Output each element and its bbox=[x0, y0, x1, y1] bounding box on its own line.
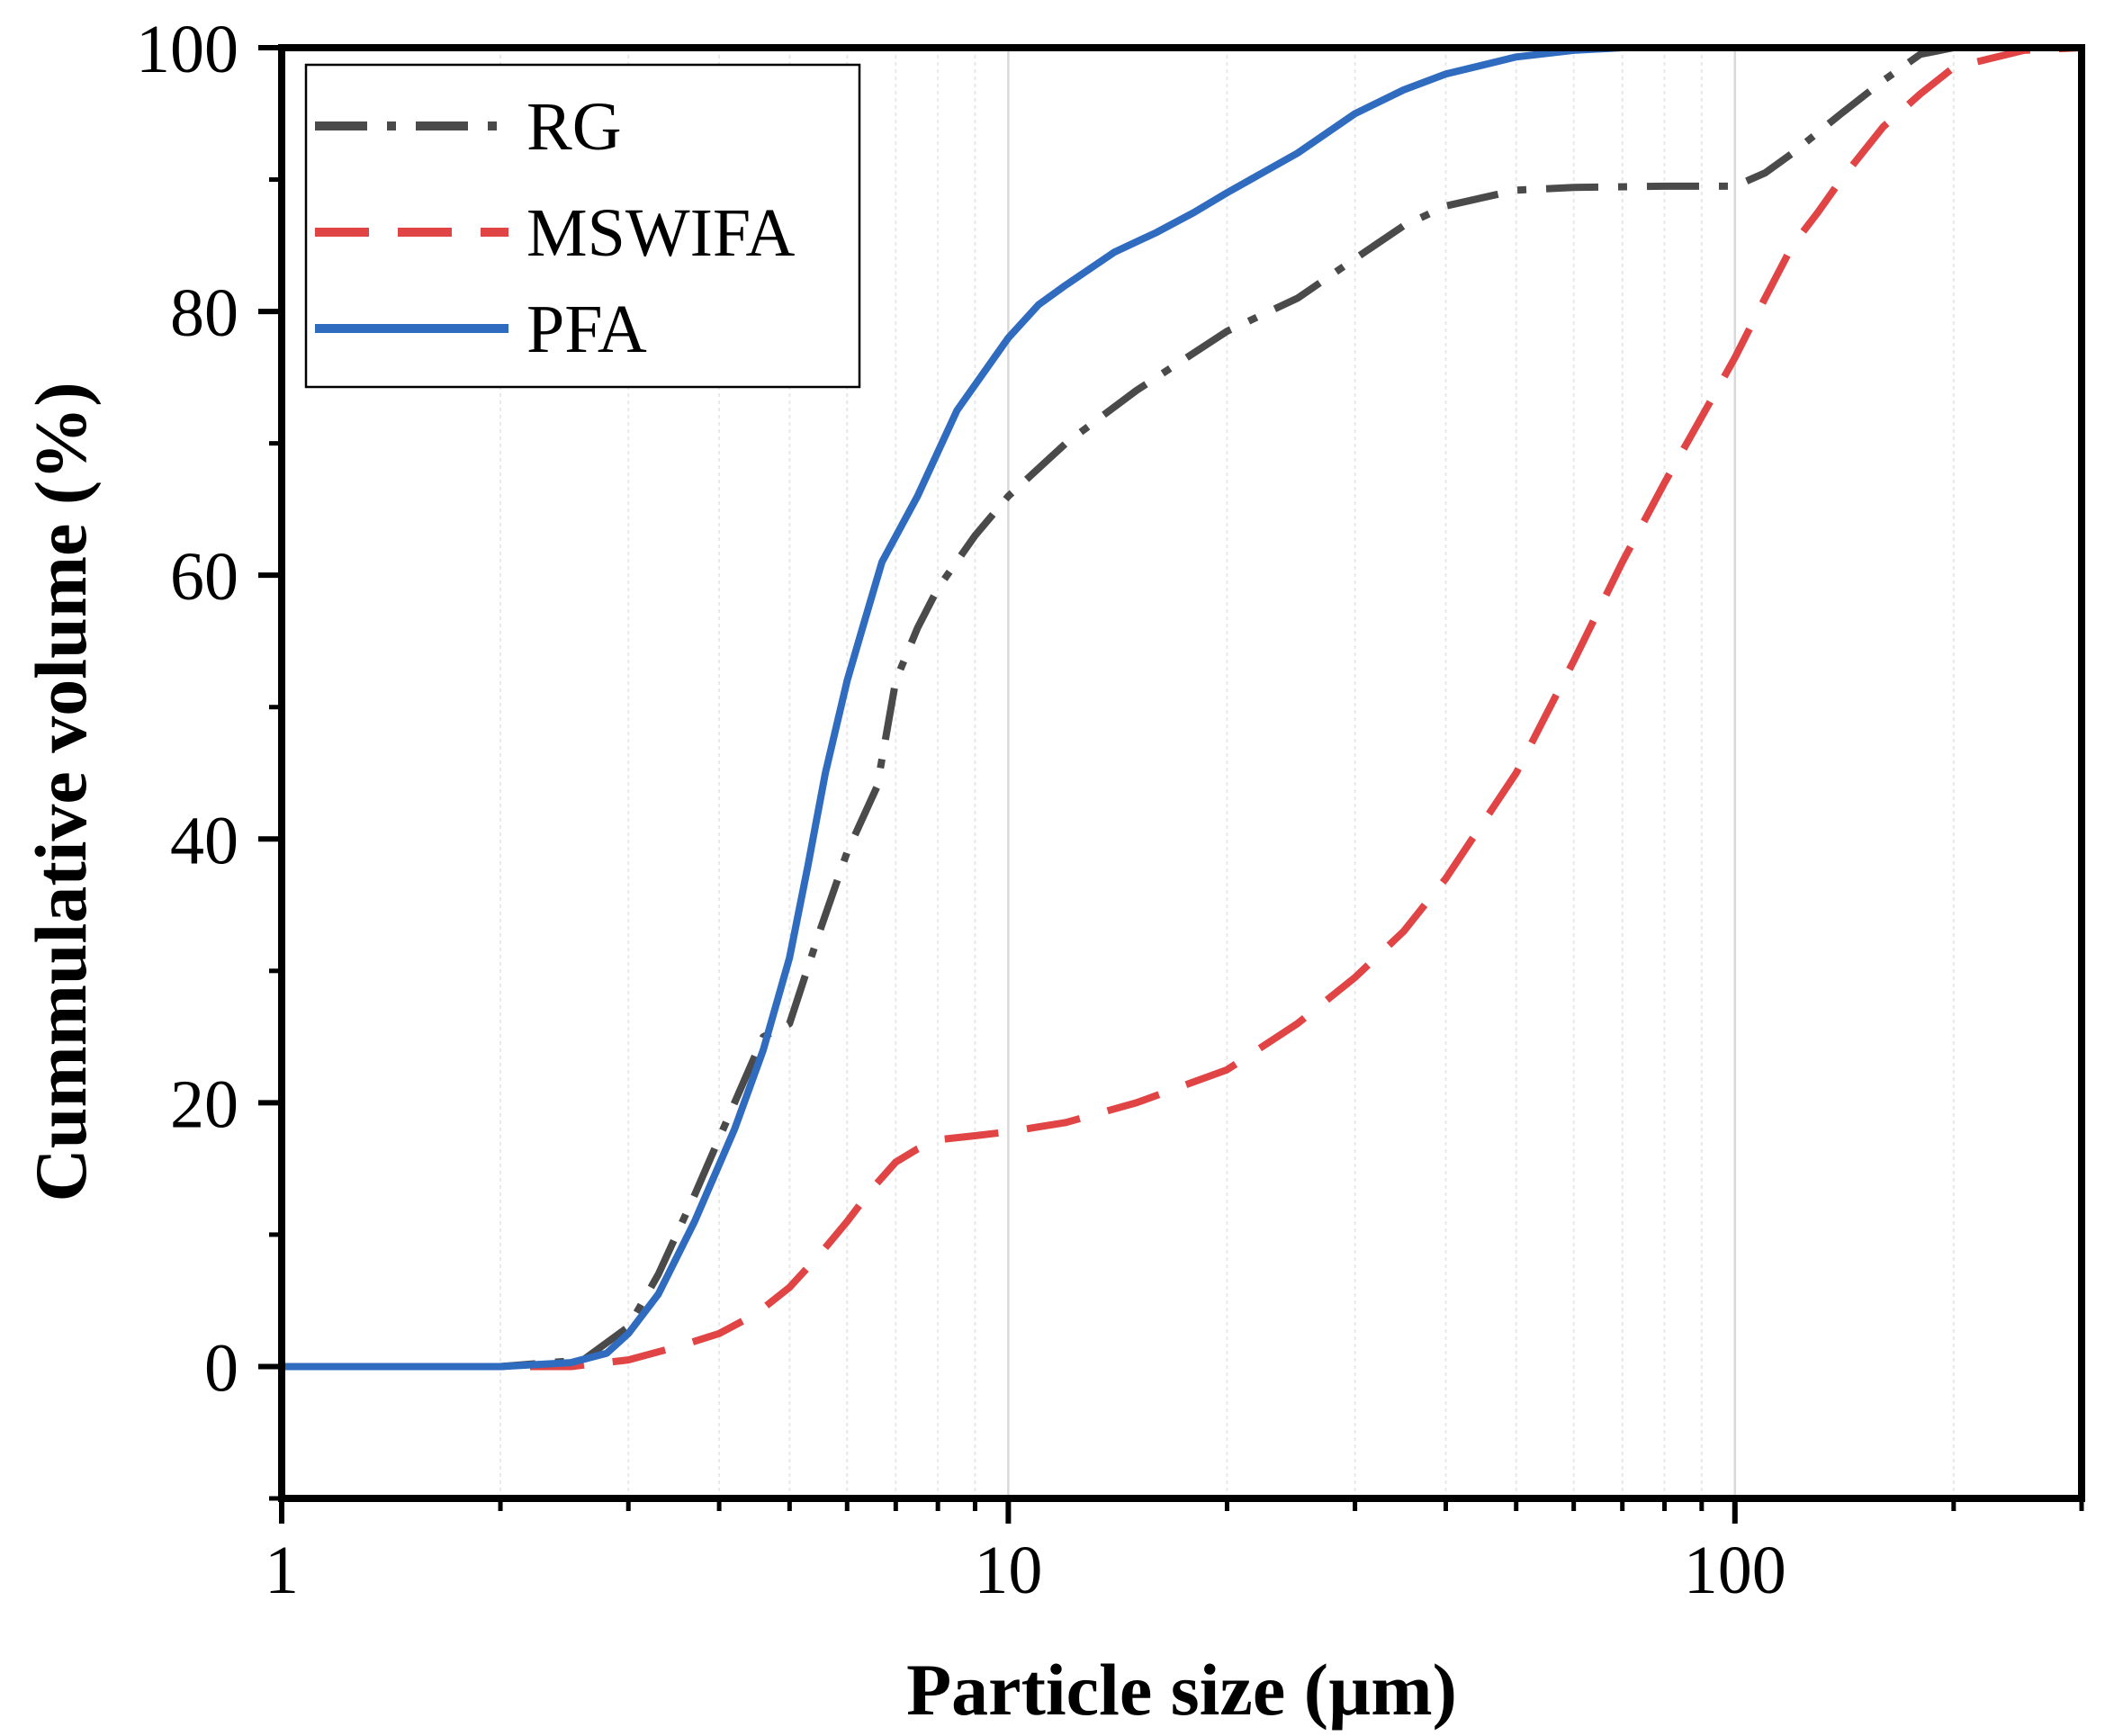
x-axis-title: Particle size (µm) bbox=[906, 1649, 1457, 1731]
series-layer bbox=[282, 44, 2083, 1371]
legend-box bbox=[304, 63, 861, 389]
legend-label-rg: RG bbox=[526, 89, 622, 165]
x-tick-label: 10 bbox=[974, 1533, 1042, 1608]
y-tick-label: 20 bbox=[170, 1066, 238, 1142]
legend-label-pfa: PFA bbox=[526, 292, 647, 367]
y-tick-label: 60 bbox=[170, 539, 238, 615]
axis-layer: 1 10 100 0 20 40 60 80 100 bbox=[136, 12, 2084, 1608]
legend-label-mswifa: MSWIFA bbox=[526, 195, 796, 271]
grid-layer bbox=[499, 48, 1955, 1498]
y-tick-label: 80 bbox=[170, 275, 238, 351]
plot-frame bbox=[278, 44, 2085, 1502]
y-axis-title: Cummulative volume (%) bbox=[20, 382, 102, 1201]
y-tick-label: 40 bbox=[170, 803, 238, 878]
y-tick-label: 100 bbox=[136, 12, 238, 87]
series-line-mswifa bbox=[282, 44, 2083, 1371]
x-tick-label: 1 bbox=[265, 1533, 299, 1608]
y-tick-label: 0 bbox=[204, 1330, 238, 1406]
series-line-rg bbox=[282, 44, 2082, 1371]
series-line-pfa bbox=[282, 44, 1702, 1371]
legend: RG MSWIFA PFA bbox=[304, 63, 861, 389]
x-tick-label: 100 bbox=[1684, 1533, 1786, 1608]
